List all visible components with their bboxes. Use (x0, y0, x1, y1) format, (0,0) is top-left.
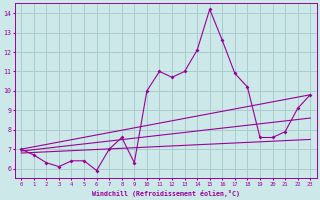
X-axis label: Windchill (Refroidissement éolien,°C): Windchill (Refroidissement éolien,°C) (92, 190, 240, 197)
